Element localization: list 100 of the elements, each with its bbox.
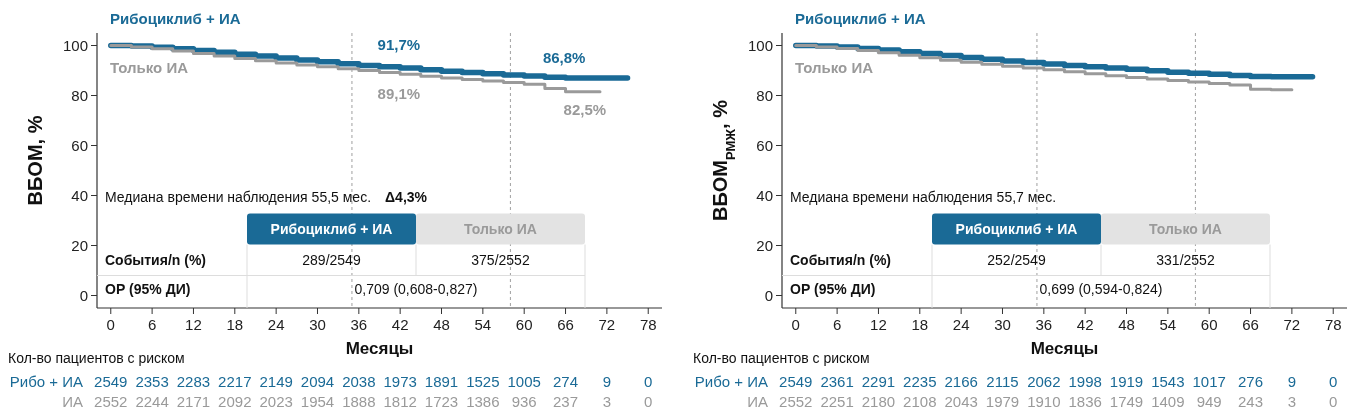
x-tick-label: 36 <box>1035 316 1053 333</box>
text: 2149 <box>259 373 293 390</box>
text: 0 <box>1329 373 1338 390</box>
text: 2251 <box>820 393 854 410</box>
series-label: Только ИА <box>795 59 874 76</box>
x-tick-label: 36 <box>350 316 368 333</box>
text: 9 <box>1287 373 1297 390</box>
text: 2549 <box>94 373 128 390</box>
x-tick-label: 6 <box>147 316 157 333</box>
text: 2171 <box>176 393 211 410</box>
text: 3 <box>1287 393 1297 410</box>
x-axis-title: Месяцы <box>1030 339 1099 358</box>
text: Рибо + ИА <box>9 373 83 390</box>
y-axis-title: ВБОМ, % <box>24 115 46 206</box>
text: 2092 <box>218 393 252 410</box>
annotation: ОР (95% ДИ) <box>105 281 191 298</box>
x-tick-label: 54 <box>1159 316 1177 333</box>
annotation: Δ4,3% <box>385 188 428 205</box>
x-tick-label: 18 <box>911 316 929 333</box>
annotation: 331/2552 <box>1156 251 1215 268</box>
annotation: 375/2552 <box>471 251 530 268</box>
x-tick-label: 30 <box>994 316 1011 333</box>
text: 1525 <box>466 373 500 390</box>
annotation: ОР (95% ДИ) <box>790 281 876 298</box>
text: 949 <box>1196 393 1222 410</box>
x-tick-label: 54 <box>474 316 492 333</box>
annotation: Рибоциклиб + ИА <box>955 220 1078 237</box>
text: 2361 <box>820 373 854 390</box>
text: 2043 <box>944 393 978 410</box>
text: 2166 <box>944 373 978 390</box>
annotation: 89,1% <box>377 84 421 102</box>
x-tick-label: 42 <box>391 316 409 333</box>
text: 1386 <box>466 393 500 410</box>
text: 2038 <box>342 373 376 390</box>
series-label: Только ИА <box>110 59 189 76</box>
annotation: Медиана времени наблюдения 55,7 мес. <box>790 188 1057 205</box>
series-label: Рибоциклиб + ИА <box>110 10 241 27</box>
text: 2217 <box>218 373 252 390</box>
text: 237 <box>553 393 579 410</box>
text: 1005 <box>507 373 541 390</box>
text: 3 <box>602 393 612 410</box>
text: 274 <box>553 373 579 390</box>
text: 1812 <box>383 393 417 410</box>
text: Кол-во пациентов с риском <box>8 350 185 366</box>
y-tick-label: 0 <box>764 286 773 304</box>
text: 0 <box>644 373 653 390</box>
text: 2549 <box>779 373 813 390</box>
text: 1017 <box>1192 373 1226 390</box>
text: 1910 <box>1027 393 1061 410</box>
text: 2115 <box>986 373 1019 390</box>
y-tick-label: 20 <box>756 236 773 254</box>
y-tick-label: 80 <box>71 86 88 104</box>
annotation: События/n (%) <box>105 251 207 268</box>
text: 1998 <box>1068 373 1102 390</box>
annotation: 86,8% <box>542 48 586 66</box>
x-tick-label: 12 <box>870 316 887 333</box>
text: 0 <box>1329 393 1338 410</box>
x-tick-label: 24 <box>952 316 970 333</box>
text: 9 <box>602 373 612 390</box>
text: ИА <box>62 393 83 410</box>
x-tick-label: 60 <box>515 316 533 333</box>
annotation: 0,709 (0,608-0,827) <box>354 281 478 298</box>
series-label: Рибоциклиб + ИА <box>795 10 926 27</box>
x-tick-label: 24 <box>267 316 285 333</box>
x-tick-label: 48 <box>1118 316 1135 333</box>
text: 243 <box>1238 393 1264 410</box>
annotation: Только ИА <box>1149 220 1222 237</box>
annotation: 91,7% <box>377 36 421 54</box>
x-tick-label: 72 <box>598 316 616 333</box>
text: 0 <box>644 393 653 410</box>
text: 2291 <box>861 373 896 390</box>
x-tick-label: 72 <box>1283 316 1301 333</box>
text: 1409 <box>1151 393 1185 410</box>
annotation: 82,5% <box>563 101 607 119</box>
y-tick-label: 0 <box>79 286 88 304</box>
x-tick-label: 66 <box>1242 316 1259 333</box>
text: 2552 <box>779 393 813 410</box>
annotation: 289/2549 <box>302 251 361 268</box>
text: 936 <box>511 393 537 410</box>
text: 1979 <box>985 393 1020 410</box>
text: 1954 <box>300 393 335 410</box>
annotation: 0,699 (0,594-0,824) <box>1039 281 1163 298</box>
y-tick-label: 100 <box>747 36 773 54</box>
x-tick-label: 6 <box>832 316 842 333</box>
x-tick-label: 18 <box>226 316 244 333</box>
annotation: Рибоциклиб + ИА <box>270 220 393 237</box>
text: 1836 <box>1068 393 1102 410</box>
text: 2552 <box>94 393 128 410</box>
y-tick-label: 60 <box>71 136 88 154</box>
x-tick-label: 60 <box>1200 316 1218 333</box>
text: 1543 <box>1151 373 1185 390</box>
x-tick-label: 42 <box>1076 316 1094 333</box>
annotation: События/n (%) <box>790 251 892 268</box>
text: 2108 <box>903 393 937 410</box>
y-tick-label: 60 <box>756 136 773 154</box>
text: 2353 <box>135 373 169 390</box>
annotation: Медиана времени наблюдения 55,5 мес. <box>105 188 372 205</box>
y-tick-label: 40 <box>756 186 773 204</box>
text: 2062 <box>1027 373 1061 390</box>
text: 1888 <box>342 393 376 410</box>
